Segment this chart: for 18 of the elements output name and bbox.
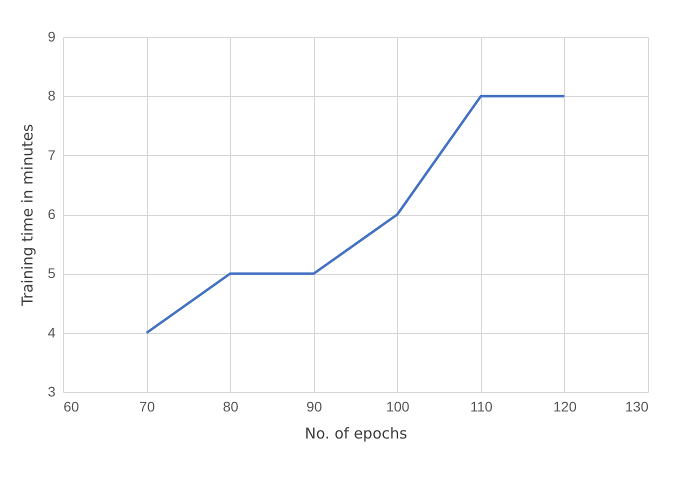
x-tick-label: 130 xyxy=(625,398,649,414)
x-tick-label: 60 xyxy=(64,398,80,414)
x-tick-label: 100 xyxy=(386,398,410,414)
y-tick-label: 3 xyxy=(48,384,56,400)
x-tick-label: 70 xyxy=(139,398,156,414)
x-tick-label: 80 xyxy=(222,398,239,414)
y-tick-label: 4 xyxy=(48,324,56,340)
y-tick-label: 9 xyxy=(48,28,56,44)
x-tick-label: 120 xyxy=(553,398,577,414)
y-tick-label: 8 xyxy=(48,88,56,104)
y-axis-title: Training time in minutes xyxy=(18,124,37,307)
y-tick-label: 7 xyxy=(48,146,56,163)
x-axis-title: No. of epochs xyxy=(304,424,408,442)
line-series xyxy=(145,94,566,334)
y-tick-label: 6 xyxy=(48,206,56,222)
x-tick-label: 110 xyxy=(470,398,493,414)
x-tick-label: 90 xyxy=(306,398,322,414)
y-tick-label: 5 xyxy=(48,265,56,282)
